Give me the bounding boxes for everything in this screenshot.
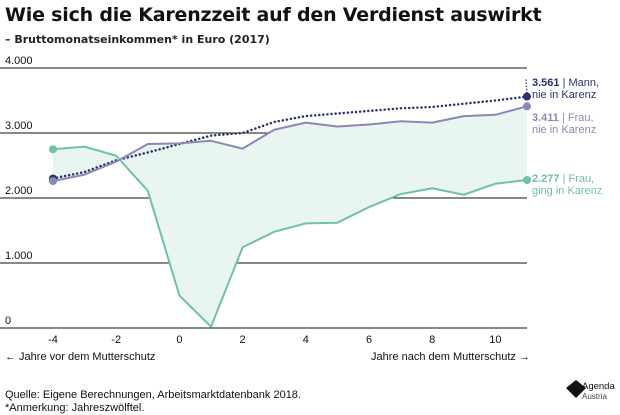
logo-text-line1: Agenda xyxy=(582,381,615,392)
x-tick-label: -4 xyxy=(48,334,58,346)
series-end-point xyxy=(523,92,531,101)
chart-title: Wie sich die Karenzzeit auf den Verdiens… xyxy=(5,4,542,26)
series-end-label-line2: nie in Karenz xyxy=(532,124,596,136)
series-end-point xyxy=(523,102,531,111)
chart-subtitle: – Bruttomonatseinkommen* in Euro (2017) xyxy=(5,33,270,46)
footnote: *Anmerkung: Jahreszwölftel. xyxy=(5,402,145,414)
y-tick-label: 2.000 xyxy=(5,185,33,197)
agenda-austria-logo: Agenda Austria xyxy=(560,372,616,408)
series-endpoints xyxy=(49,92,531,186)
series-end-label: 2.277 | Frau, xyxy=(532,173,594,185)
y-tick-label: 4.000 xyxy=(5,55,33,67)
series-line xyxy=(52,105,528,183)
series-end-point xyxy=(523,175,531,184)
series-end-value: 3.411 xyxy=(532,112,562,124)
x-annotation-right: Jahre nach dem Mutterschutz → xyxy=(371,351,530,363)
x-tick-label: -2 xyxy=(111,334,121,346)
x-annotation-left: ← Jahre vor dem Mutterschutz xyxy=(5,351,155,363)
y-tick-label: 3.000 xyxy=(5,120,33,132)
source-note: Quelle: Eigene Berechnungen, Arbeitsmark… xyxy=(5,389,301,401)
x-axis-tick-labels: -4 -2 0 2 4 6 8 10 xyxy=(48,334,501,346)
series-end-value: 3.561 xyxy=(532,77,563,89)
y-tick-label: 1.000 xyxy=(5,250,33,262)
series-end-label-line2: ging in Karenz xyxy=(532,185,602,197)
series-end-name: | Mann, xyxy=(563,77,600,89)
x-tick-label: 8 xyxy=(429,334,435,346)
x-tick-label: 10 xyxy=(489,334,501,346)
series-end-label-line2: nie in Karenz xyxy=(532,89,596,101)
series-end-name: | Frau, xyxy=(563,173,595,185)
series-end-label: 3.561 | Mann, xyxy=(532,77,599,89)
x-tick-label: 4 xyxy=(303,334,309,346)
y-tick-label: 0 xyxy=(5,315,11,327)
series-start-point xyxy=(49,145,57,154)
x-tick-label: 0 xyxy=(176,334,182,346)
series-line xyxy=(52,145,528,328)
annotation-leader-line xyxy=(525,79,528,94)
line-chart: 0 1.000 2.000 3.000 4.000 -4 -2 0 2 4 6 8 10 3.561 … xyxy=(0,55,602,363)
area-fill-between xyxy=(53,106,527,327)
series-end-name: | Frau, xyxy=(562,112,594,124)
series-end-value: 2.277 xyxy=(532,173,563,185)
y-axis-tick-labels: 0 1.000 2.000 3.000 4.000 xyxy=(5,55,33,327)
logo-diamond-icon xyxy=(566,380,586,398)
x-tick-label: 2 xyxy=(240,334,246,346)
series-lines xyxy=(51,79,529,328)
series-end-label: 3.411 | Frau, xyxy=(532,112,594,124)
series-line xyxy=(51,95,529,180)
area-fill xyxy=(53,106,527,327)
series-start-point xyxy=(49,177,57,186)
x-tick-label: 6 xyxy=(366,334,372,346)
footer: Quelle: Eigene Berechnungen, Arbeitsmark… xyxy=(5,389,301,415)
logo-text-line2: Austria xyxy=(582,392,607,401)
